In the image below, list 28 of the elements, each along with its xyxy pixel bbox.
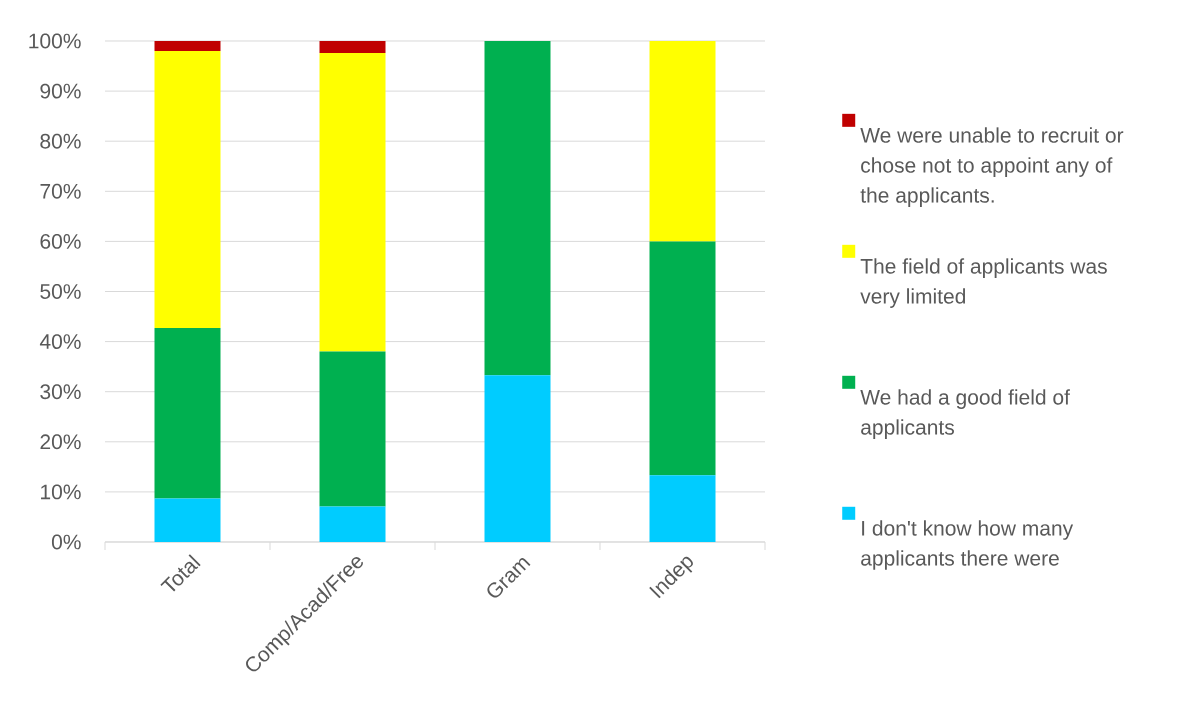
y-tick-label: 100% [29,33,81,49]
bar [319,506,386,542]
y-tick-label: 40% [39,334,81,350]
bar [649,41,716,242]
bar [319,351,386,507]
bar [649,475,716,542]
bar [154,328,221,499]
bar [319,41,386,54]
bar [484,41,551,376]
y-tick-label: 60% [40,233,81,249]
bar [649,241,716,476]
bar [154,51,221,329]
y-tick-label: 30% [40,384,81,400]
bar [154,41,221,52]
y-tick-label: 80% [40,133,81,149]
y-tick-label: 50% [40,284,81,299]
legend-label: We had a good field of applicants [860,389,1070,439]
bar [154,498,221,542]
legend-label: I don't know how many applicants there were [861,520,1074,570]
y-tick-label: 90% [40,83,81,99]
legend-label: The field of applicants was very limited [860,258,1107,308]
y-tick-label: 10% [41,484,81,500]
y-tick-label: 20% [40,434,81,450]
y-tick-label: 0% [51,534,81,550]
bar [484,375,551,542]
bar [319,53,386,352]
legend-label: We were unable to recruit or chose not to appoint any of the applicants. [860,127,1124,207]
y-tick-label: 70% [40,183,81,199]
